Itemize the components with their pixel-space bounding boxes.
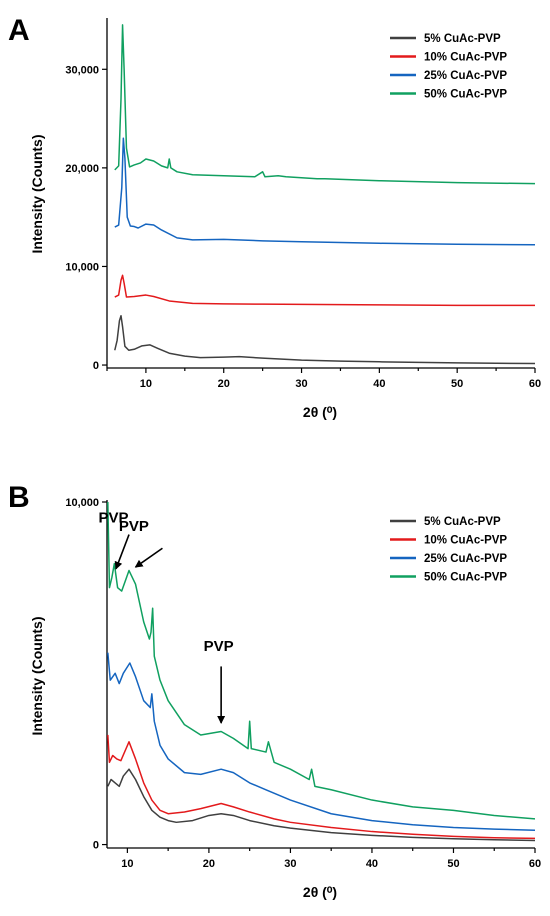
series-line-4 (114, 24, 535, 185)
annotation-arrow (134, 547, 163, 568)
legend-label-2: 10% CuAc-PVP (424, 535, 507, 547)
y-axis-title: Intensity (Counts) (29, 617, 45, 736)
annotation-label-pvp: PVP (119, 518, 149, 535)
series-line-2 (114, 274, 535, 307)
x-tick-label: 50 (451, 378, 463, 390)
y-tick-label: 0 (93, 360, 99, 372)
x-tick-label: 20 (203, 858, 215, 870)
y-axis-title: Intensity (Counts) (29, 135, 45, 254)
series-line-2 (107, 734, 535, 840)
x-tick-label: 40 (373, 378, 385, 390)
x-tick-label: 30 (295, 378, 307, 390)
x-tick-label: 50 (447, 858, 459, 870)
legend-label-4: 50% CuAc-PVP (424, 572, 507, 584)
x-tick-label: 30 (284, 858, 296, 870)
x-tick-label: 20 (218, 378, 230, 390)
x-axis-title: 2θ (⁰) (303, 404, 337, 420)
legend-label-3: 25% CuAc-PVP (424, 553, 507, 565)
y-tick-label: 10,000 (65, 261, 99, 273)
chart-panel-a: A 10 20 30 40 50 60 0 10,000 20,000 30,000 2θ (⁰) In… (8, 14, 541, 420)
annotation-label-pvp: PVP (99, 510, 129, 527)
y-tick-label: 30,000 (65, 64, 99, 76)
chart-panel-b: B 10 20 30 40 50 60 0 10,000 2θ (⁰) Intensity (Cou… (8, 481, 541, 900)
series-line-3 (114, 137, 535, 246)
series-line-3 (107, 652, 535, 831)
legend-label-1: 5% CuAc-PVP (424, 516, 501, 528)
annotation-label-pvp: PVP (204, 638, 234, 655)
x-tick-label: 60 (529, 378, 541, 390)
legend-label-1: 5% CuAc-PVP (424, 33, 501, 45)
x-tick-label: 40 (366, 858, 378, 870)
annotation-arrow (114, 534, 130, 570)
x-tick-label: 60 (529, 858, 541, 870)
y-tick-label: 20,000 (65, 163, 99, 175)
panel-letter: A (8, 14, 30, 47)
x-axis-title: 2θ (⁰) (303, 884, 337, 900)
y-tick-label: 10,000 (65, 497, 99, 509)
x-tick-label: 10 (121, 858, 133, 870)
legend-label-3: 25% CuAc-PVP (424, 70, 507, 82)
legend-label-2: 10% CuAc-PVP (424, 52, 507, 64)
series-line-1 (114, 315, 535, 365)
legend-label-4: 50% CuAc-PVP (424, 89, 507, 101)
panel-letter: B (8, 481, 30, 514)
series-line-1 (107, 768, 535, 842)
x-tick-label: 10 (140, 378, 152, 390)
series-line-4 (107, 501, 535, 820)
y-tick-label: 0 (93, 840, 99, 852)
